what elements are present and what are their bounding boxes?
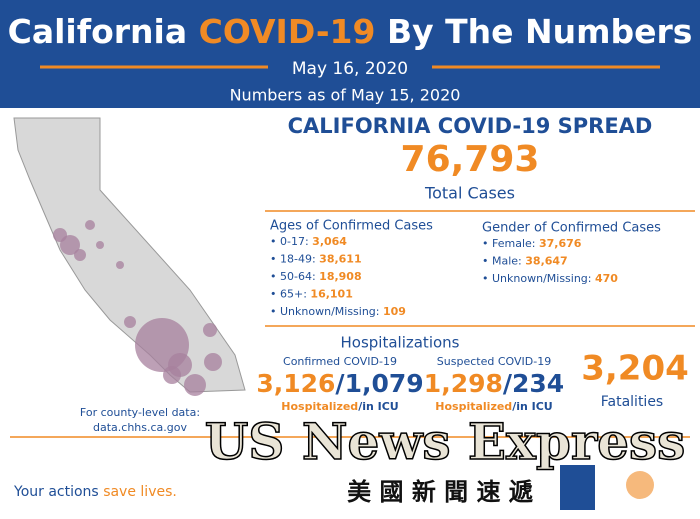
bullet: • — [482, 255, 492, 268]
title-part: California — [8, 12, 188, 51]
hospitalized-value: 1,298 — [424, 369, 503, 398]
item-label: 0-17: — [280, 235, 309, 248]
hosp-numbers: 3,126/1,079 — [256, 369, 423, 398]
hosp-labels: Hospitalized/in ICU — [281, 400, 398, 413]
bubbles — [53, 220, 222, 396]
date: May 16, 2020 — [292, 59, 408, 79]
list-item: • Unknown/Missing: 109 — [270, 305, 406, 318]
footer: Your actions save lives. — [13, 484, 177, 500]
gender-title: Gender of Confirmed Cases — [482, 221, 661, 236]
icu-value: 234 — [512, 369, 564, 398]
icu-label: /in ICU — [512, 400, 553, 413]
bullet: • — [482, 272, 492, 285]
bullet: • — [270, 270, 280, 283]
separator: / — [335, 369, 345, 398]
item-label: 18-49: — [280, 253, 316, 266]
icu-label: /in ICU — [358, 400, 399, 413]
list-item: • 50-64: 18,908 — [270, 270, 362, 283]
footer-part: Your actions — [13, 484, 99, 500]
watermark-chinese: 美 國 新 聞 速 遞 — [347, 478, 534, 506]
item-value: 38,611 — [319, 253, 361, 266]
item-value: 16,101 — [310, 288, 352, 301]
county-link: data.chhs.ca.gov — [93, 421, 187, 434]
california-map — [13, 117, 246, 396]
list-item: • Unknown/Missing: 470 — [482, 272, 618, 285]
header-title: California COVID-19 By The Numbers — [8, 12, 693, 51]
item-value: 37,676 — [539, 237, 582, 250]
bullet: • — [270, 235, 280, 248]
list-item: • 18-49: 38,611 — [270, 253, 362, 266]
logo — [626, 471, 654, 499]
list-item: • Male: 38,647 — [482, 255, 568, 268]
hosp-title: Hospitalizations — [341, 334, 460, 352]
hospitalized-label: Hospitalized — [435, 400, 512, 413]
item-value: 38,647 — [525, 255, 567, 268]
item-value: 109 — [383, 305, 406, 318]
list-item: • 65+: 16,101 — [270, 288, 353, 301]
item-label: Unknown/Missing: — [280, 305, 380, 318]
bullet: • — [270, 288, 280, 301]
list-item: • Female: 37,676 — [482, 237, 582, 250]
hosp-labels: Hospitalized/in ICU — [435, 400, 552, 413]
hospitalized-value: 3,126 — [256, 369, 335, 398]
total-label: Total Cases — [424, 184, 515, 203]
item-value: 18,908 — [319, 270, 361, 283]
header-band — [0, 0, 700, 108]
hospitalized-label: Hospitalized — [281, 400, 358, 413]
total-cases: 76,793 — [401, 139, 540, 180]
spread-title: CALIFORNIA COVID-19 SPREAD — [288, 114, 653, 138]
bullet: • — [270, 305, 280, 318]
lists: • 0-17: 3,064• 18-49: 38,611• 50-64: 18,… — [270, 235, 618, 318]
hosp-subtitle: Confirmed COVID-19 — [283, 355, 397, 368]
logo — [560, 465, 595, 510]
fatalities-label: Fatalities — [601, 394, 663, 410]
item-label: Female: — [492, 237, 535, 250]
item-label: 65+: — [280, 288, 307, 301]
item-value: 3,064 — [312, 235, 347, 248]
title-highlight: COVID-19 — [199, 12, 376, 51]
bullet: • — [482, 237, 492, 250]
ages-title: Ages of Confirmed Cases — [270, 219, 433, 234]
fatalities-value: 3,204 — [581, 349, 689, 389]
item-label: 50-64: — [280, 270, 316, 283]
separator: / — [503, 369, 513, 398]
watermark: US News Express — [205, 412, 686, 471]
item-label: Unknown/Missing: — [492, 272, 592, 285]
county-text: For county-level data: — [80, 406, 200, 419]
item-value: 470 — [595, 272, 618, 285]
hosp-numbers: 1,298/234 — [424, 369, 564, 398]
list-item: • 0-17: 3,064 — [270, 235, 347, 248]
bullet: • — [270, 253, 280, 266]
item-label: Male: — [492, 255, 522, 268]
hosp-subtitle: Suspected COVID-19 — [437, 355, 551, 368]
icu-value: 1,079 — [345, 369, 424, 398]
footer-highlight: save lives. — [103, 484, 177, 500]
title-part: By The Numbers — [387, 12, 692, 51]
hospital-blocks: Confirmed COVID-193,126/1,079Hospitalize… — [256, 355, 564, 413]
as-of: Numbers as of May 15, 2020 — [230, 86, 461, 105]
